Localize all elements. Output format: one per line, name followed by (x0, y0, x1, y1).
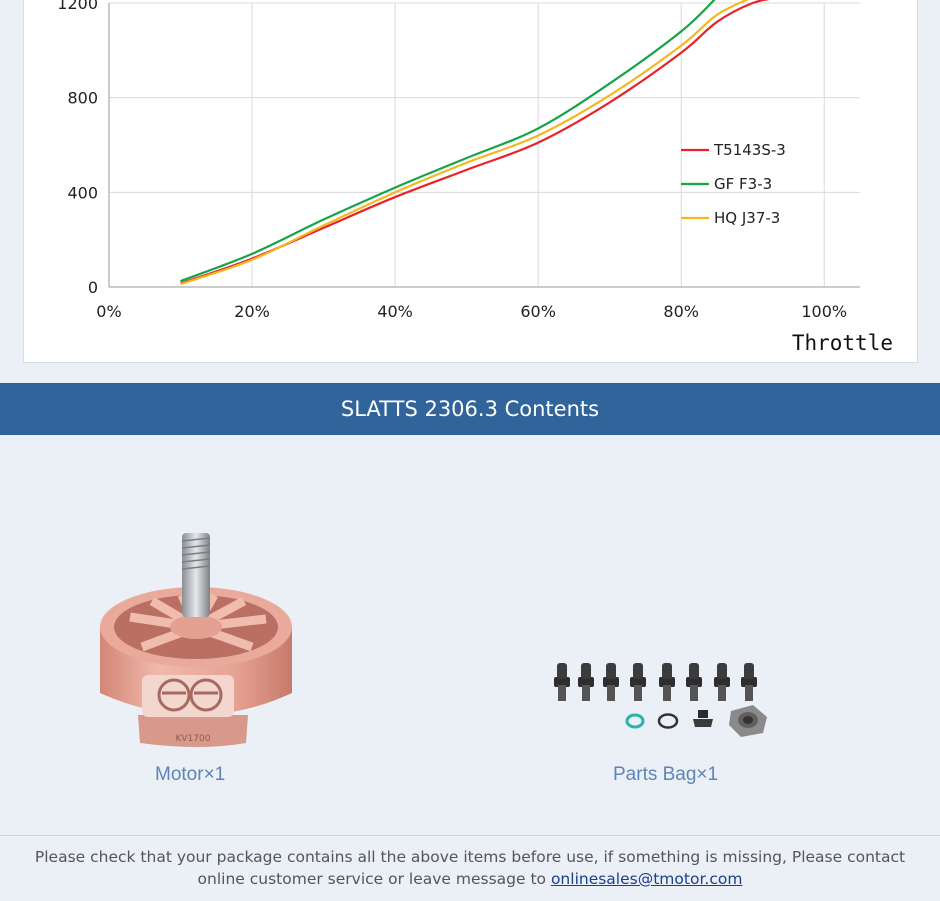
screw-head (686, 677, 702, 687)
footer-note: Please check that your package contains … (20, 846, 920, 890)
parts-bag-label: Parts Bag×1 (613, 764, 719, 785)
chart-panel (23, 0, 918, 363)
screw-top (606, 663, 616, 679)
throttle-chart: 0 400 800 1200 0% 20% 40% 60% 80% 100% T5143S-3 GF… (57, 0, 893, 355)
x-tick-label: 80% (663, 302, 699, 321)
legend-label: GF F3-3 (714, 175, 772, 193)
series-line-1 (180, 0, 716, 283)
motor-label: Motor×1 (155, 764, 226, 785)
contents-title: SLATTS 2306.3 Contents (340, 397, 600, 421)
y-tick-label: 800 (67, 89, 98, 108)
screw-head (603, 677, 619, 687)
legend-label: HQ J37-3 (714, 209, 780, 227)
screw-top (744, 663, 754, 679)
contents-header: SLATTS 2306.3 Contents (0, 383, 940, 435)
screw-thread (718, 685, 726, 701)
x-tick-label: 60% (520, 302, 556, 321)
screw-top (633, 663, 643, 679)
motor-kv-text: KV1700 (176, 734, 211, 744)
screw-thread (745, 685, 753, 701)
screw-head (630, 677, 646, 687)
screw-head (554, 677, 570, 687)
y-tick-label: 0 (88, 278, 98, 297)
screw-head (578, 677, 594, 687)
screw-thread (607, 685, 615, 701)
screw-thread (582, 685, 590, 701)
screw-top (689, 663, 699, 679)
x-tick-label: 20% (234, 302, 270, 321)
parts-bag-image (554, 663, 767, 737)
x-tick-label: 0% (96, 302, 121, 321)
y-tick-label: 1200 (57, 0, 98, 13)
screw-top (557, 663, 567, 679)
motor-image: KV1700 (100, 533, 292, 747)
x-tick-label: 40% (377, 302, 413, 321)
screw-head (714, 677, 730, 687)
x-axis-label: Throttle (792, 331, 893, 355)
contact-email-link[interactable]: onlinesales@tmotor.com (550, 870, 743, 888)
footer-text: Please check that your package contains … (34, 848, 906, 888)
screw-head (659, 677, 675, 687)
footer-divider (0, 835, 940, 836)
y-tick-label: 400 (67, 183, 98, 202)
screw-thread (663, 685, 671, 701)
screw-top (662, 663, 672, 679)
screw-top (717, 663, 727, 679)
parts-bag-item (545, 655, 775, 745)
screw-top (581, 663, 591, 679)
legend-label: T5143S-3 (713, 141, 786, 159)
motor-item: KV1700 (90, 525, 310, 755)
screw-thread (634, 685, 642, 701)
series-line-2 (180, 0, 749, 286)
series-line-0 (180, 0, 770, 285)
x-tick-label: 100% (801, 302, 847, 321)
screw-thread (558, 685, 566, 701)
screw-thread (690, 685, 698, 701)
screw-head (741, 677, 757, 687)
